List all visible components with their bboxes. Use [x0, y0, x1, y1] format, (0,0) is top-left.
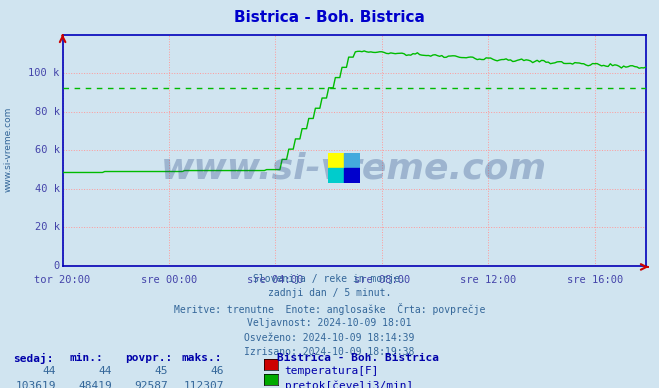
Text: 103619: 103619	[16, 381, 56, 388]
Text: Osveženo: 2024-10-09 18:14:39: Osveženo: 2024-10-09 18:14:39	[244, 333, 415, 343]
Bar	[328, 168, 344, 183]
Text: Izrisano: 2024-10-09 18:19:38: Izrisano: 2024-10-09 18:19:38	[244, 347, 415, 357]
Bar	[344, 152, 360, 168]
Text: 44: 44	[43, 366, 56, 376]
Text: sre 08:00: sre 08:00	[354, 275, 410, 285]
Text: min.:: min.:	[69, 353, 103, 363]
Text: sre 04:00: sre 04:00	[247, 275, 304, 285]
Text: Meritve: trenutne  Enote: anglosaške  Črta: povprečje: Meritve: trenutne Enote: anglosaške Črta…	[174, 303, 485, 315]
Text: povpr.:: povpr.:	[125, 353, 173, 363]
Text: 60 k: 60 k	[35, 146, 60, 155]
Text: temperatura[F]: temperatura[F]	[285, 366, 379, 376]
Text: Slovenija / reke in morje.: Slovenija / reke in morje.	[253, 274, 406, 284]
Text: tor 20:00: tor 20:00	[34, 275, 91, 285]
Text: Bistrica - Boh. Bistrica: Bistrica - Boh. Bistrica	[234, 10, 425, 25]
Text: 44: 44	[99, 366, 112, 376]
Bar	[344, 168, 360, 183]
Text: 45: 45	[155, 366, 168, 376]
Text: 48419: 48419	[78, 381, 112, 388]
Text: 112307: 112307	[184, 381, 224, 388]
Text: www.si-vreme.com: www.si-vreme.com	[4, 107, 13, 192]
Text: 100 k: 100 k	[28, 68, 60, 78]
Text: zadnji dan / 5 minut.: zadnji dan / 5 minut.	[268, 288, 391, 298]
Text: sre 12:00: sre 12:00	[460, 275, 517, 285]
Text: sedaj:: sedaj:	[13, 353, 53, 364]
Text: sre 16:00: sre 16:00	[567, 275, 623, 285]
Text: maks.:: maks.:	[181, 353, 221, 363]
Text: 92587: 92587	[134, 381, 168, 388]
Text: Bistrica - Boh. Bistrica: Bistrica - Boh. Bistrica	[277, 353, 439, 363]
Text: pretok[čevelj3/min]: pretok[čevelj3/min]	[285, 381, 413, 388]
Text: sre 00:00: sre 00:00	[141, 275, 197, 285]
Text: www.si-vreme.com: www.si-vreme.com	[161, 152, 547, 186]
Text: 40 k: 40 k	[35, 184, 60, 194]
Text: 0: 0	[53, 261, 60, 271]
Text: 80 k: 80 k	[35, 107, 60, 117]
Bar	[328, 152, 344, 168]
Text: Veljavnost: 2024-10-09 18:01: Veljavnost: 2024-10-09 18:01	[247, 318, 412, 328]
Text: 46: 46	[211, 366, 224, 376]
Text: 20 k: 20 k	[35, 222, 60, 232]
